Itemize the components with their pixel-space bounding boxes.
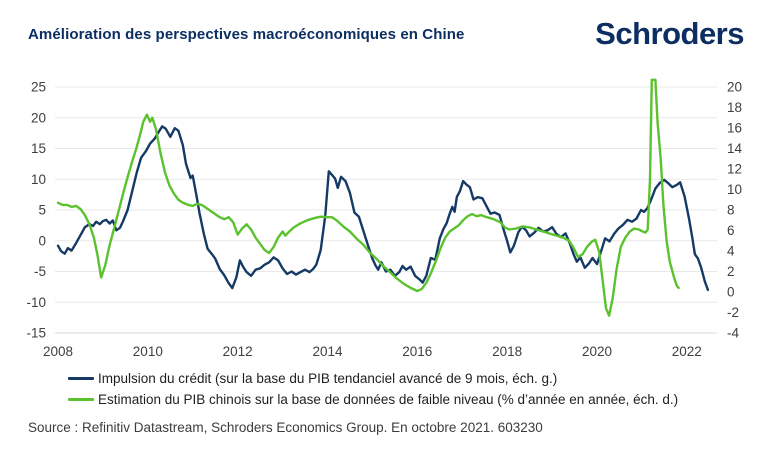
right-axis-tick: 6 bbox=[727, 223, 735, 238]
x-axis-tick: 2014 bbox=[312, 344, 343, 359]
right-axis-tick: 20 bbox=[727, 80, 742, 95]
gridlines bbox=[55, 86, 717, 334]
chart-series bbox=[56, 78, 710, 317]
left-axis-labels: 25 20 15 10 5 0 -5 -10 -15 bbox=[26, 80, 46, 341]
right-axis-tick: 14 bbox=[727, 141, 743, 156]
right-axis-tick: 16 bbox=[727, 121, 742, 136]
right-axis-tick: 8 bbox=[727, 203, 735, 218]
right-axis-tick: 0 bbox=[727, 285, 735, 300]
left-axis-tick: 25 bbox=[31, 80, 46, 95]
left-axis-tick: 5 bbox=[38, 203, 46, 218]
left-axis-tick: 10 bbox=[31, 172, 46, 187]
x-axis-tick: 2018 bbox=[492, 344, 522, 359]
x-axis-tick: 2012 bbox=[223, 344, 253, 359]
x-axis-tick: 2016 bbox=[402, 344, 432, 359]
right-axis-tick: -4 bbox=[727, 326, 739, 341]
source-note: Source : Refinitiv Datastream, Schroders… bbox=[28, 420, 543, 435]
right-axis-tick: 10 bbox=[727, 182, 742, 197]
left-axis-tick: 0 bbox=[38, 233, 46, 248]
x-axis-labels: 2008 2010 2012 2014 2016 2018 2020 2022 bbox=[43, 344, 702, 359]
legend-item-gdp-estimate: Estimation du PIB chinois sur la base de… bbox=[68, 389, 678, 410]
left-axis-tick: -15 bbox=[26, 326, 46, 341]
legend-line-swatch-green bbox=[68, 398, 94, 401]
right-axis-tick: 12 bbox=[727, 162, 742, 177]
legend-label-credit-impulse: Impulsion du crédit (sur la base du PIB … bbox=[98, 371, 558, 386]
x-axis-tick: 2008 bbox=[43, 344, 73, 359]
right-axis-tick: -2 bbox=[727, 305, 739, 320]
left-axis-tick: 20 bbox=[31, 110, 46, 125]
right-axis-tick: 18 bbox=[727, 100, 742, 115]
right-axis-tick: 2 bbox=[727, 264, 735, 279]
left-axis-tick: 15 bbox=[31, 141, 46, 156]
series-line-gdp-estimate bbox=[56, 78, 680, 317]
x-axis-tick: 2022 bbox=[672, 344, 702, 359]
page-title: Amélioration des perspectives macroécono… bbox=[28, 26, 465, 43]
right-axis-tick: 4 bbox=[727, 244, 735, 259]
x-axis-tick: 2010 bbox=[133, 344, 163, 359]
legend-label-gdp-estimate: Estimation du PIB chinois sur la base de… bbox=[98, 392, 679, 407]
left-axis-tick: -5 bbox=[34, 264, 46, 279]
x-axis-tick: 2020 bbox=[582, 344, 612, 359]
legend-item-credit-impulse: Impulsion du crédit (sur la base du PIB … bbox=[68, 368, 678, 389]
schroders-logo: Schroders bbox=[595, 16, 744, 51]
chart-legend: Impulsion du crédit (sur la base du PIB … bbox=[68, 368, 678, 410]
legend-line-swatch-navy bbox=[68, 377, 94, 380]
left-axis-tick: -10 bbox=[26, 295, 46, 310]
